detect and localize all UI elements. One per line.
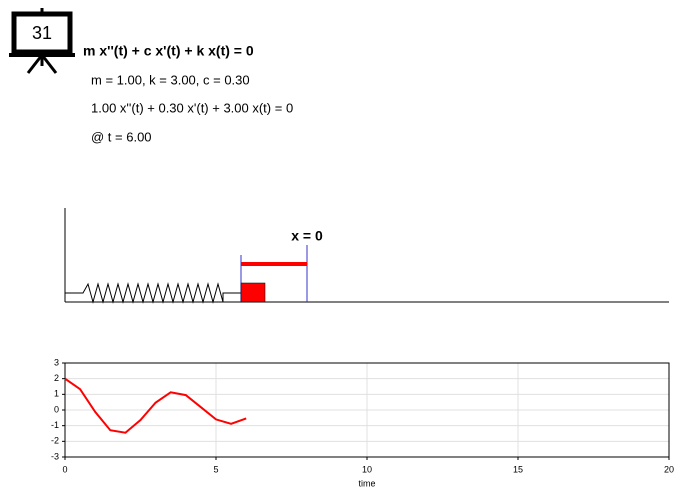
equilibrium-label: x = 0 bbox=[291, 228, 323, 244]
x-tick-label: 5 bbox=[213, 464, 218, 474]
time-label: @ t = 6.00 bbox=[91, 129, 152, 144]
equation-numeric: 1.00 x''(t) + 0.30 x'(t) + 3.00 x(t) = 0 bbox=[91, 100, 293, 115]
y-tick-label: -3 bbox=[51, 451, 59, 461]
y-tick-label: 2 bbox=[54, 373, 59, 383]
x-tick-label: 10 bbox=[362, 464, 372, 474]
y-tick-label: 3 bbox=[54, 357, 59, 367]
y-tick-label: -1 bbox=[51, 420, 59, 430]
x-tick-label: 20 bbox=[664, 464, 674, 474]
y-tick-label: 1 bbox=[54, 389, 59, 399]
board-icon bbox=[9, 8, 75, 74]
x-tick-label: 15 bbox=[513, 464, 523, 474]
params: m = 1.00, k = 3.00, c = 0.30 bbox=[91, 72, 250, 87]
spring-diagram bbox=[64, 208, 669, 304]
plot-frame bbox=[64, 362, 670, 458]
x-axis-label: time bbox=[358, 478, 375, 488]
series-line bbox=[64, 377, 247, 434]
x-tick-label: 0 bbox=[62, 464, 67, 474]
y-tick-label: -2 bbox=[51, 436, 59, 446]
icon-label: 31 bbox=[32, 23, 52, 43]
chart: -3 -2 -1 0 1 2 3 0 5 10 15 20 time bbox=[51, 357, 674, 488]
equation: m x''(t) + c x'(t) + k x(t) = 0 bbox=[83, 43, 254, 59]
y-tick-label: 0 bbox=[54, 404, 59, 414]
